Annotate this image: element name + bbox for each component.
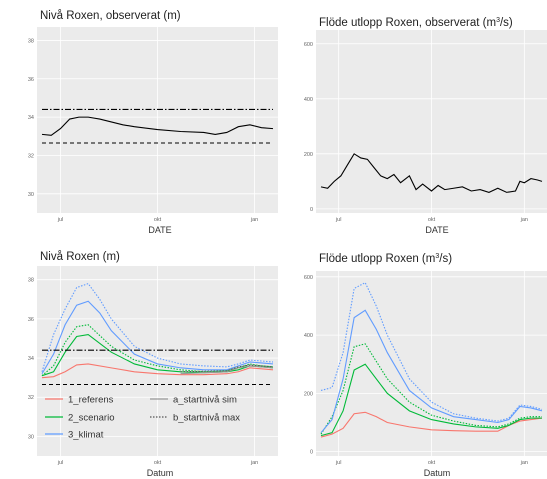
y-tick-label: 32 [28, 153, 34, 159]
y-tick-label: 600 [304, 275, 313, 281]
legend-label: 2_scenario [68, 413, 114, 424]
series-line-a-startniv-sim [180, 365, 274, 375]
y-tick-label: 30 [28, 434, 34, 440]
y-tick-label: 200 [304, 152, 313, 158]
panel-3: 0 200 400 600 jul okt jan [304, 271, 547, 466]
x-tick-label: jul [57, 217, 64, 223]
panel-0: 30 32 34 36 38 jul okt jan [28, 27, 278, 223]
x-tick-label: jan [520, 217, 528, 223]
y-tick-label: 38 [28, 278, 34, 284]
y-tick-label: 200 [304, 391, 313, 397]
y-tick-label: 0 [310, 450, 313, 456]
x-tick-label: jul [57, 460, 64, 466]
x-axis-label-0: DATE [148, 225, 171, 235]
x-tick-label: jul [335, 217, 342, 223]
legend-label: b_startnivå max [173, 413, 240, 424]
panel-1: 0 200 400 600 jul okt jan [304, 30, 547, 223]
series-line-3-klimat [320, 309, 543, 434]
y-tick-label: 400 [304, 97, 313, 103]
y-tick-label: 36 [28, 77, 34, 83]
series-line-0 [41, 116, 274, 136]
y-tick-label: 34 [28, 115, 34, 121]
panel-title-2: Nivå Roxen (m) [40, 251, 120, 263]
x-tick-label: jan [250, 217, 258, 223]
y-tick-label: 600 [304, 42, 313, 48]
series-line-1-referens [320, 411, 543, 438]
x-tick-label: okt [154, 217, 162, 223]
series-line-b-startniv-max [180, 364, 274, 373]
legend: 1_referens 2_scenario 3_klimat a_startnivå … [45, 395, 240, 441]
y-tick-label: 30 [28, 192, 34, 198]
panel-title-1: Flöde utlopp Roxen, observerat (m3/s) [319, 17, 513, 29]
y-tick-label: 34 [28, 356, 34, 362]
x-tick-label: okt [154, 460, 162, 466]
x-axis-label-2: Datum [147, 468, 174, 478]
x-axis-label-3: Datum [424, 468, 451, 478]
series-line-0 [320, 153, 543, 193]
series-line-3-klimat [41, 300, 274, 375]
panel-2: 30 32 34 36 38 jul okt jan 1_referens 2_scenario 3… [28, 266, 278, 466]
y-tick-label: 32 [28, 395, 34, 401]
x-tick-label: jan [520, 460, 528, 466]
series-line-2-scenario [41, 333, 274, 377]
y-tick-label: 400 [304, 333, 313, 339]
series-line-1-referens [41, 363, 274, 379]
series-line-2-scenario [320, 363, 542, 437]
legend-label: 3_klimat [68, 430, 104, 441]
x-axis-label-1: DATE [425, 225, 448, 235]
x-tick-label: okt [428, 217, 436, 223]
y-tick-label: 36 [28, 317, 34, 323]
legend-label: a_startnivå sim [173, 395, 237, 406]
y-tick-label: 0 [310, 207, 313, 213]
panel-title-0: Nivå Roxen, observerat (m) [40, 10, 181, 22]
series-line-3-klimat-max [41, 282, 274, 372]
x-tick-label: jan [250, 460, 258, 466]
x-tick-label: okt [428, 460, 436, 466]
y-tick-label: 38 [28, 38, 34, 44]
x-tick-label: jul [335, 460, 342, 466]
legend-label: 1_referens [68, 395, 114, 406]
panel-title-3: Flöde utlopp Roxen (m3/s) [319, 253, 452, 265]
